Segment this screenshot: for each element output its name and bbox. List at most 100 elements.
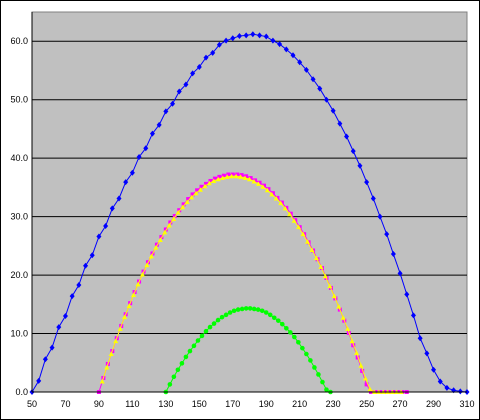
data-point (288, 330, 293, 335)
data-point (203, 328, 209, 334)
data-point (76, 282, 82, 289)
data-point (270, 191, 275, 196)
data-point (195, 338, 201, 343)
data-point (267, 312, 273, 318)
data-point (148, 253, 154, 259)
data-point (166, 222, 172, 228)
data-point (300, 231, 306, 237)
data-point (207, 324, 213, 330)
data-point (187, 348, 193, 354)
data-point (288, 211, 293, 216)
data-point (238, 174, 244, 179)
data-point (331, 293, 337, 299)
x-tick-label: 50 (27, 399, 37, 409)
x-tick-label: 110 (125, 399, 139, 409)
x-tick-label: 150 (192, 399, 207, 409)
data-point (184, 199, 190, 204)
data-point (167, 382, 173, 387)
data-point (199, 184, 204, 189)
data-point (144, 262, 150, 268)
y-tick-label: 30.0 (10, 212, 28, 222)
data-point (318, 264, 324, 269)
data-point (96, 233, 102, 240)
data-point (139, 271, 145, 277)
data-point (235, 307, 241, 312)
data-point (99, 378, 105, 384)
data-point (324, 387, 329, 392)
data-point (220, 175, 226, 181)
data-point (226, 172, 231, 177)
data-point (255, 181, 261, 186)
data-point (271, 315, 277, 321)
data-point (330, 107, 336, 114)
data-point (42, 356, 48, 363)
data-point (190, 192, 195, 197)
data-point (117, 326, 123, 331)
data-point (175, 210, 181, 215)
data-point (247, 176, 252, 182)
data-point (336, 304, 342, 309)
data-point (291, 218, 297, 223)
data-point (197, 187, 203, 192)
data-point (248, 176, 253, 181)
data-point (224, 174, 230, 179)
data-point (312, 365, 317, 370)
data-point (206, 180, 212, 186)
data-point (337, 120, 343, 127)
y-tick-label: 20.0 (10, 270, 28, 280)
data-point (126, 303, 132, 309)
data-point (377, 213, 383, 220)
data-point (273, 195, 279, 201)
data-point (230, 172, 235, 177)
data-point (203, 54, 209, 61)
data-point (168, 220, 173, 225)
data-point (313, 255, 319, 261)
x-tick-label: 230 (326, 399, 341, 409)
data-point (358, 363, 364, 368)
x-tick-label: 290 (426, 399, 441, 409)
data-point (284, 325, 289, 331)
data-point (172, 214, 177, 219)
data-point (176, 88, 182, 95)
data-point (262, 183, 267, 188)
data-point (275, 318, 281, 323)
x-tick-label: 190 (259, 399, 274, 409)
data-point (190, 70, 196, 77)
x-axis-tick-labels: 50 70 90 110 130 150 170 190 210 230 250 270 290 310 (27, 399, 475, 409)
data-point (129, 169, 135, 176)
data-point (327, 283, 333, 289)
data-point (316, 372, 321, 377)
data-point (309, 247, 315, 252)
data-point (171, 216, 177, 221)
data-point (199, 333, 205, 339)
data-point (104, 364, 110, 370)
data-point (219, 314, 225, 320)
data-point (136, 153, 142, 160)
data-point (223, 312, 229, 318)
data-point (159, 235, 164, 240)
x-tick-label: 130 (158, 399, 173, 409)
data-point (69, 293, 75, 300)
data-point (163, 227, 168, 232)
data-point (221, 173, 226, 178)
series-line (31, 33, 468, 393)
data-point (135, 281, 141, 287)
data-point (384, 231, 390, 238)
data-point (278, 200, 284, 206)
x-tick-label: 170 (225, 399, 240, 409)
data-point (49, 344, 55, 351)
data-point (370, 195, 376, 202)
plot-area (31, 11, 468, 393)
data-point (270, 37, 276, 44)
data-point (211, 178, 217, 183)
data-point (239, 173, 244, 178)
data-point (123, 179, 129, 186)
data-point (296, 224, 302, 230)
data-point (196, 63, 202, 70)
data-point (300, 345, 305, 351)
data-point (216, 41, 222, 48)
data-point (62, 313, 68, 319)
series-line (101, 175, 402, 393)
data-point (410, 312, 416, 319)
